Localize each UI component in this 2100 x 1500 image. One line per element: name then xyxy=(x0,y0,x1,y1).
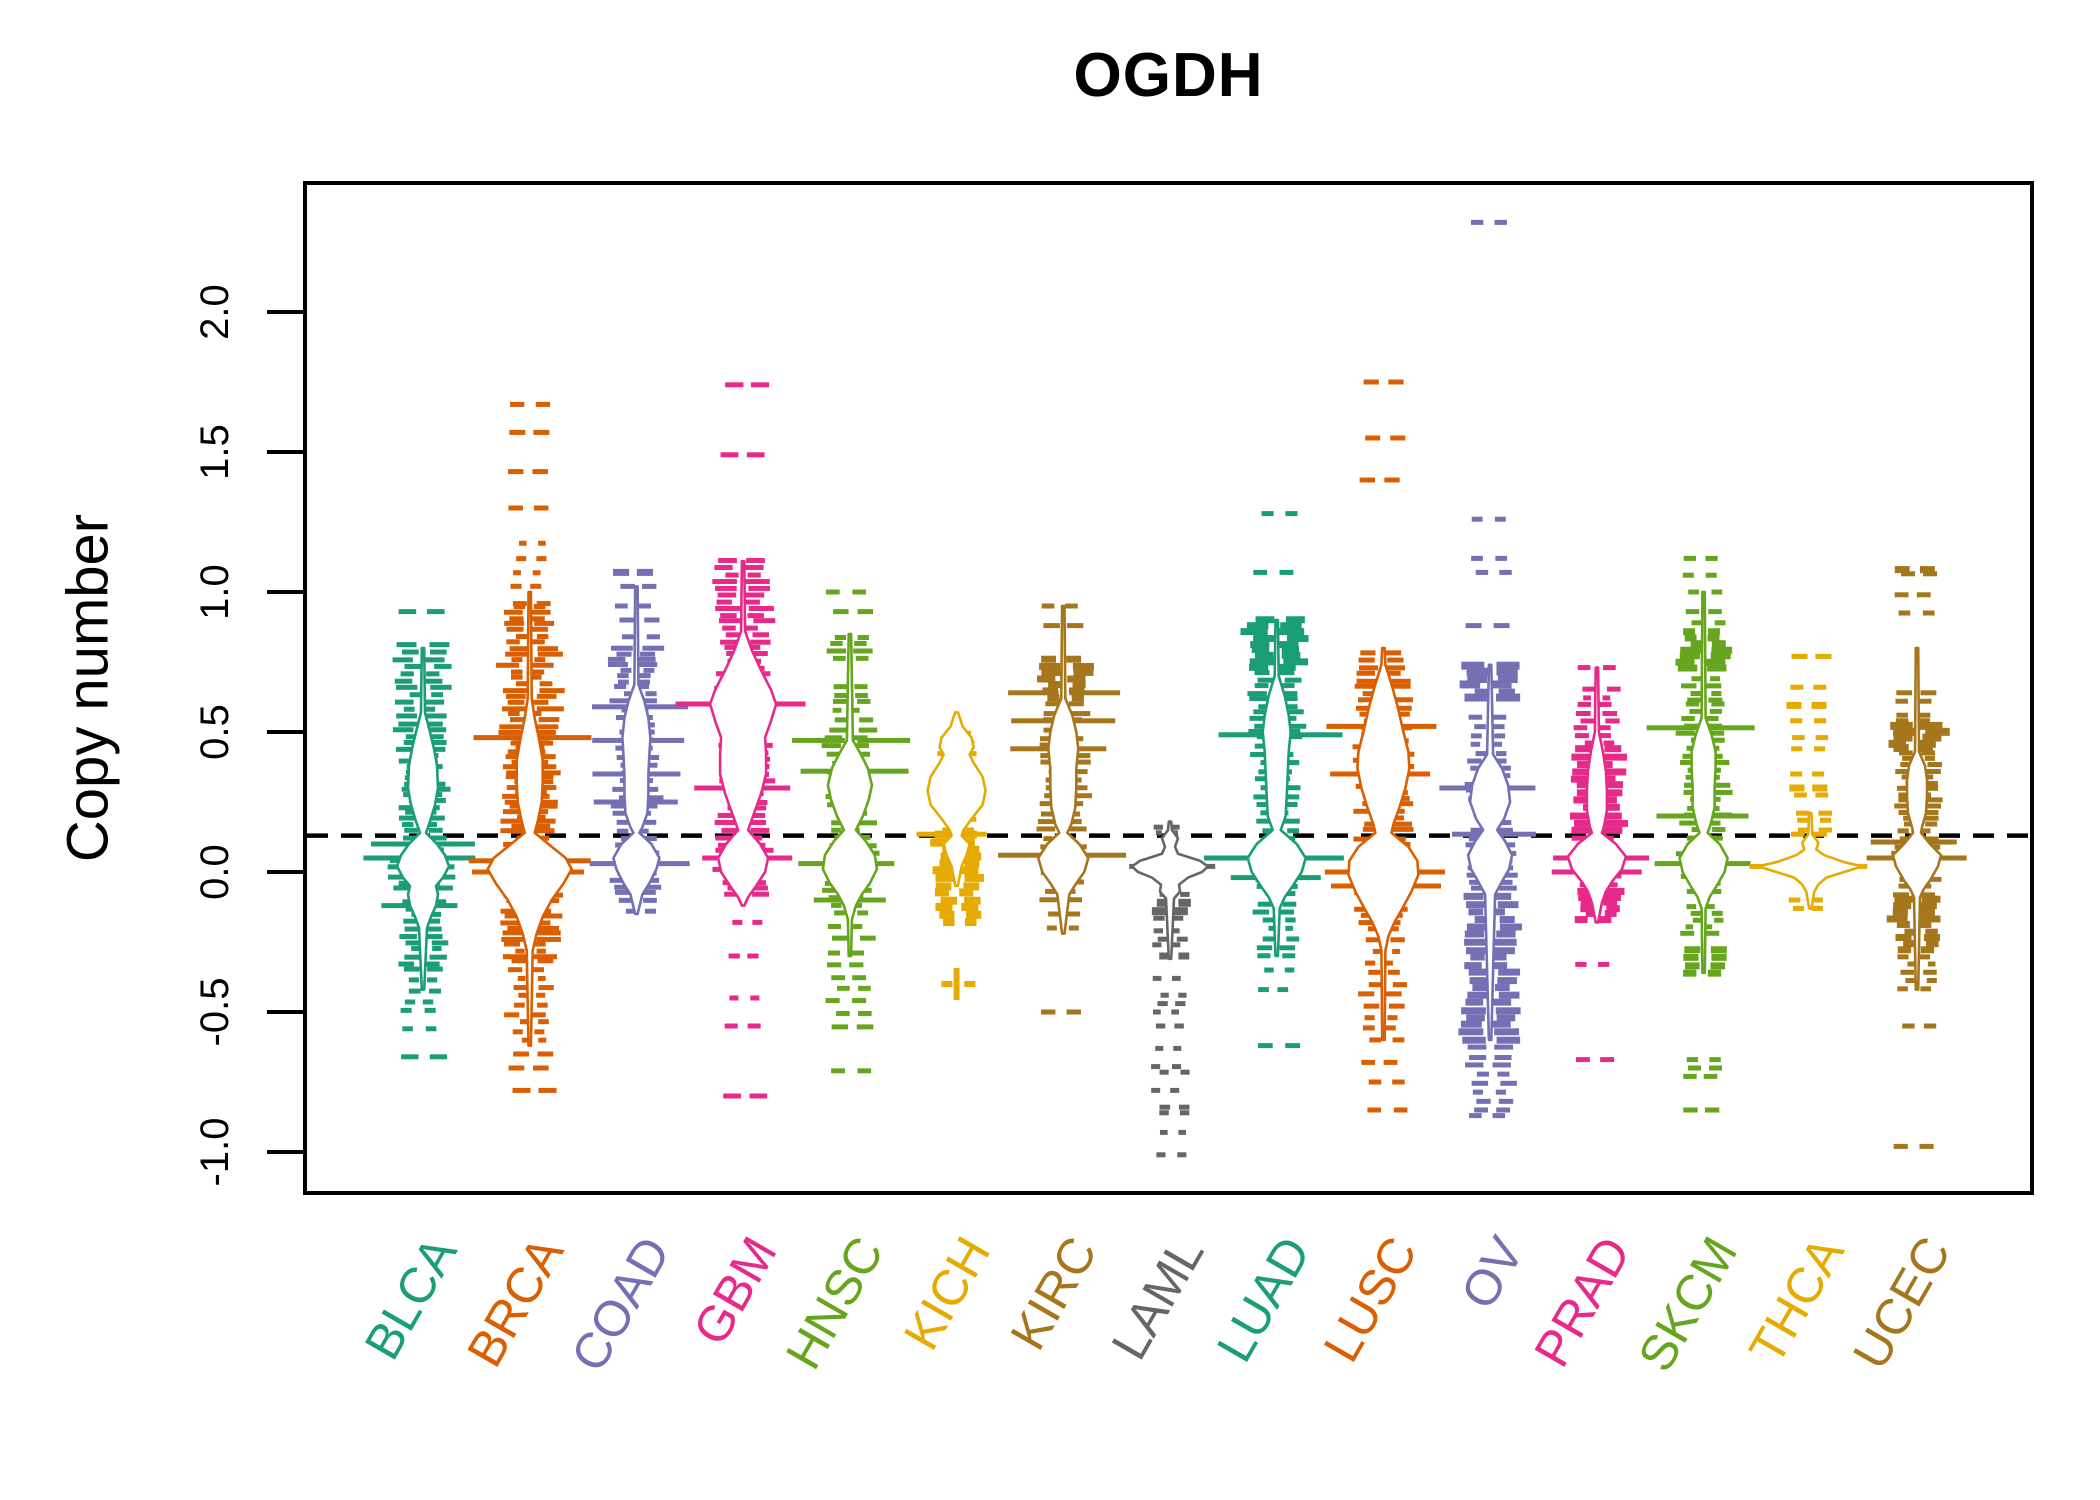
violin-group-thca xyxy=(1749,653,1868,911)
violin-group-gbm xyxy=(675,382,806,1099)
y-tick-label: -0.5 xyxy=(193,978,237,1047)
violin-outline-kich xyxy=(926,711,987,888)
x-label-skcm: SKCM xyxy=(1627,1228,1748,1381)
violin-group-prad xyxy=(1551,665,1650,1063)
violin-outline-ov xyxy=(1466,663,1514,1042)
violin-group-kich xyxy=(916,711,987,1000)
violin-outline-skcm xyxy=(1678,590,1729,975)
x-label-prad: PRAD xyxy=(1523,1228,1641,1376)
violin-outline-gbm xyxy=(708,559,778,907)
y-tick-label: 2.0 xyxy=(193,284,237,340)
violin-group-coad xyxy=(589,568,690,916)
x-label-blca: BLCA xyxy=(354,1227,468,1369)
violin-outline-blca xyxy=(395,646,451,991)
x-label-luad: LUAD xyxy=(1206,1228,1321,1372)
violin-group-ov xyxy=(1439,219,1536,1119)
violin-outline-kirc xyxy=(1037,604,1090,935)
y-tick-label: 0.0 xyxy=(193,844,237,900)
violin-outline-ucec xyxy=(1891,646,1943,991)
x-label-ucec: UCEC xyxy=(1842,1228,1961,1379)
violin-group-brca xyxy=(468,401,592,1093)
violin-group-blca xyxy=(363,609,476,1060)
violin-outline-prad xyxy=(1566,666,1628,924)
y-tick-label: 0.5 xyxy=(193,704,237,760)
y-axis-title: Copy number xyxy=(55,513,121,863)
violin-group-hnsc xyxy=(792,589,911,1074)
y-tick-label: 1.5 xyxy=(193,424,237,480)
plot-frame xyxy=(303,181,2034,1195)
violin-group-luad xyxy=(1203,511,1344,1049)
violin-outline-hnsc xyxy=(821,632,879,958)
violin-outline-laml xyxy=(1130,820,1210,961)
y-tick-label: 1.0 xyxy=(193,564,237,620)
violin-group-ucec xyxy=(1866,566,1967,1149)
x-label-gbm: GBM xyxy=(682,1228,787,1355)
violin-outline-thca xyxy=(1757,811,1864,910)
x-label-kirc: KIRC xyxy=(1000,1228,1108,1359)
x-label-coad: COAD xyxy=(560,1228,681,1381)
x-label-brca: BRCA xyxy=(456,1227,574,1376)
violin-outline-lusc xyxy=(1347,646,1420,1042)
x-label-ov: OV xyxy=(1450,1227,1535,1318)
violin-group-lusc xyxy=(1324,379,1445,1113)
x-label-hnsc: HNSC xyxy=(775,1228,894,1379)
x-label-thca: THCA xyxy=(1738,1227,1855,1373)
violin-group-laml xyxy=(1129,820,1216,1158)
violin-outline-brca xyxy=(486,590,573,1047)
violin-group-kirc xyxy=(998,603,1127,1015)
x-label-lusc: LUSC xyxy=(1313,1228,1428,1372)
violin-outline-coad xyxy=(612,585,661,916)
violin-group-skcm xyxy=(1646,555,1755,1113)
x-label-kich: KICH xyxy=(893,1228,1001,1359)
violin-outline-luad xyxy=(1246,618,1307,958)
x-label-laml: LAML xyxy=(1101,1228,1215,1369)
y-tick-label: -1.0 xyxy=(193,1118,237,1187)
chart-title: OGDH xyxy=(1073,41,1264,110)
